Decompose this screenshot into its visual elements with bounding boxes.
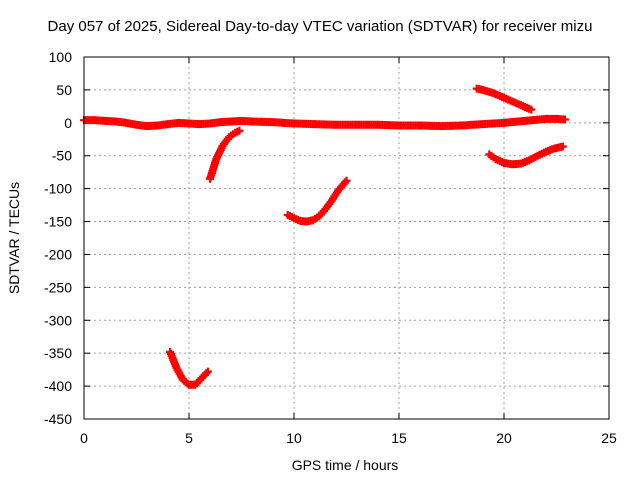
y-tick-label: -50 <box>52 148 72 164</box>
x-tick-label: 20 <box>496 430 512 446</box>
y-tick-label: -300 <box>44 312 72 328</box>
data-marks <box>80 84 569 389</box>
y-tick-label: -450 <box>44 411 72 427</box>
data-point <box>342 176 351 185</box>
data-point <box>235 126 244 135</box>
y-tick-label: -400 <box>44 378 72 394</box>
x-tick-label: 15 <box>391 430 407 446</box>
y-tick-label: -200 <box>44 246 72 262</box>
x-tick-label: 25 <box>601 430 617 446</box>
y-tick-label: -350 <box>44 345 72 361</box>
y-tick-label: -150 <box>44 214 72 230</box>
data-point <box>527 105 536 114</box>
y-tick-label: 0 <box>64 115 72 131</box>
data-point <box>560 115 569 124</box>
grid-lines <box>84 57 609 419</box>
data-point <box>203 367 212 376</box>
chart-title: Day 057 of 2025, Sidereal Day-to-day VTE… <box>47 18 593 35</box>
axis-ticks: 0 5 10 15 20 25 100 50 0 -50 -100 -150 -200 -250 -300 -… <box>44 49 617 446</box>
y-tick-label: -100 <box>44 181 72 197</box>
y-tick-label: 50 <box>56 82 72 98</box>
y-tick-label: -250 <box>44 279 72 295</box>
plot-frame <box>83 56 610 420</box>
x-tick-label: 0 <box>80 430 88 446</box>
x-axis-label: GPS time / hours <box>291 457 399 473</box>
x-tick-label: 10 <box>286 430 302 446</box>
data-point <box>558 142 567 151</box>
y-tick-label: 100 <box>49 49 73 65</box>
x-tick-label: 5 <box>185 430 193 446</box>
